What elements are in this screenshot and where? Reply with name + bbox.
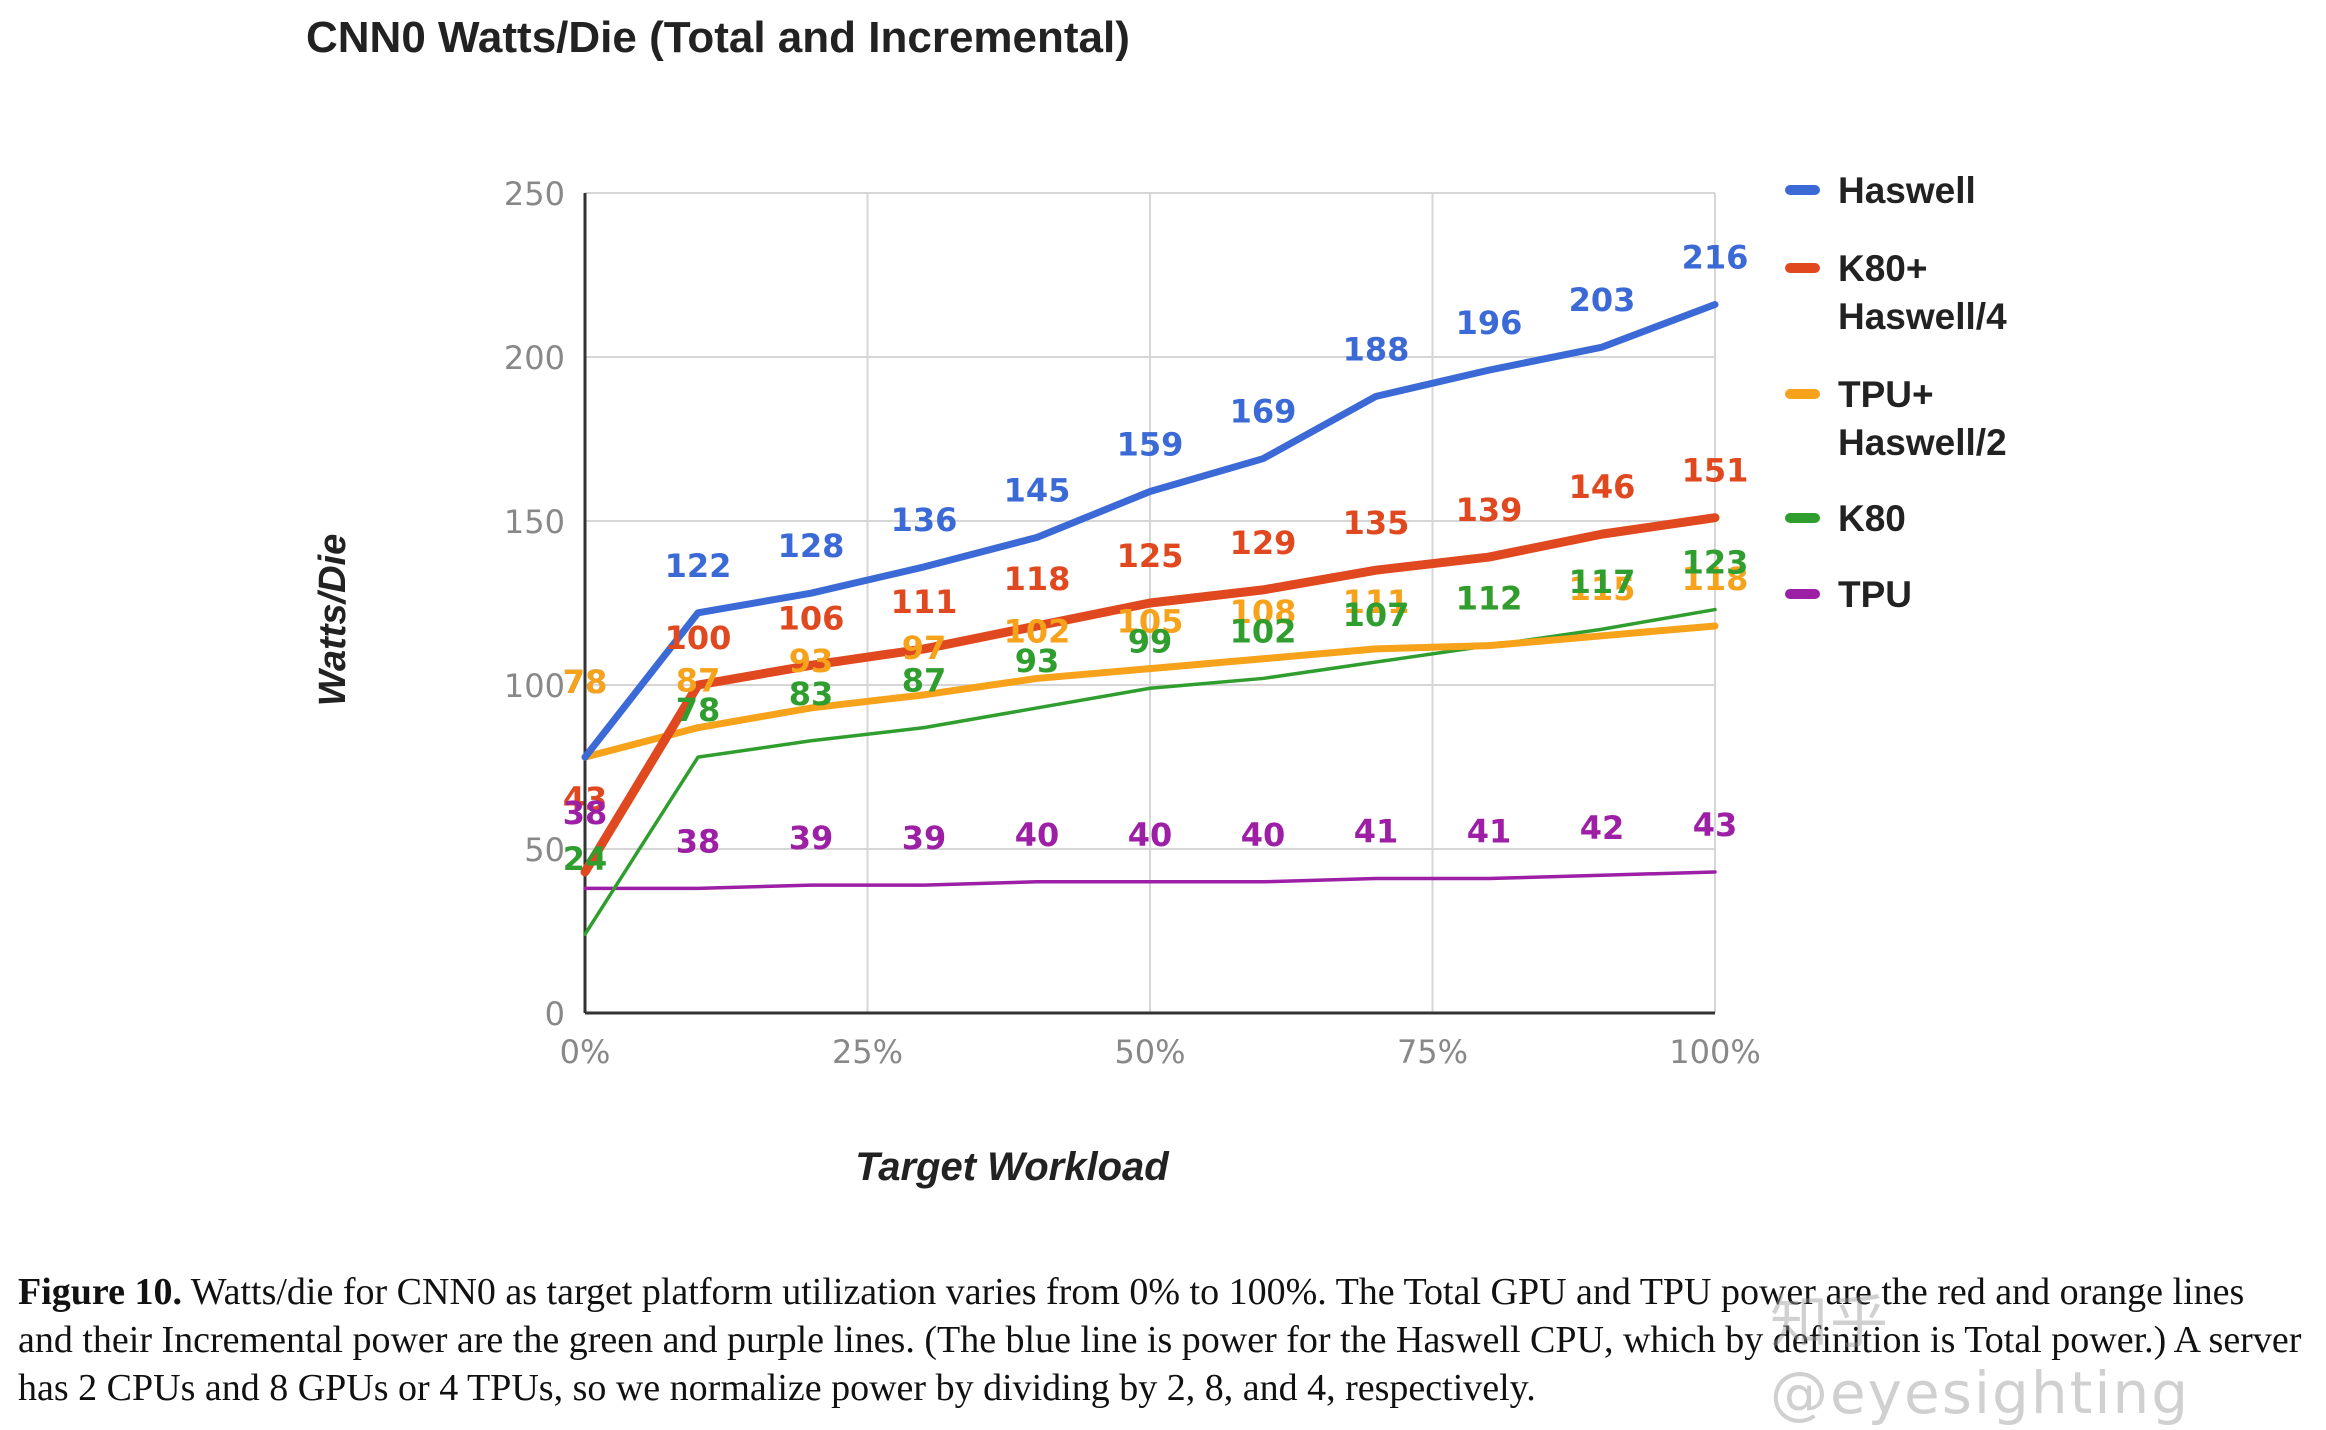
data-label: 196 [1456,304,1523,342]
data-label: 108 [1230,593,1297,631]
legend-label: TPU+ [1838,374,1934,415]
data-label: 78 [563,663,608,701]
y-tick-label: 100 [504,667,565,705]
data-label: 112 [1456,580,1523,618]
data-label: 129 [1230,524,1297,562]
data-label: 139 [1456,491,1523,529]
data-label: 100 [665,619,732,657]
data-label: 111 [1343,583,1410,621]
data-label: 107 [1343,596,1410,634]
legend-label: K80+ [1838,248,1927,289]
caption-label: Figure 10. [18,1271,182,1313]
axes: 0 50 100 150 200 250 0% 25% 50% 75% 100% [504,175,1761,1071]
data-label: 122 [665,547,732,585]
data-label: 203 [1569,281,1636,319]
data-label: 40 [1241,816,1286,854]
data-label: 41 [1354,813,1399,851]
data-label: 159 [1117,425,1184,463]
data-label: 216 [1682,239,1749,277]
data-label: 87 [676,662,721,700]
y-tick-label: 200 [504,339,565,377]
legend-label: Haswell/4 [1838,296,2007,337]
y-tick-label: 0 [545,995,565,1033]
data-label: 87 [902,662,947,700]
x-tick-label: 100% [1669,1033,1760,1071]
caption-text: Watts/die for CNN0 as target platform ut… [18,1271,2302,1409]
data-label: 41 [1467,813,1512,851]
data-label: 128 [778,527,845,565]
data-label: 106 [778,599,845,637]
series-line-tpu-haswell-2 [581,622,1719,761]
data-label: 188 [1343,330,1410,368]
y-axis-label: Watts/Die [312,534,354,706]
data-label: 43 [563,780,608,818]
series-line-haswell [581,301,1719,761]
series-lines [580,301,1720,937]
data-labels: 78 122 128 136 145 159 169 188 196 203 216 43 100 106… [563,239,1749,878]
watermark: 知乎 @eyesighting [1770,1288,2191,1427]
data-label: 42 [1580,809,1625,847]
data-label: 38 [676,822,721,860]
data-label: 40 [1015,816,1060,854]
data-label: 99 [1128,622,1173,660]
legend: Haswell K80+ Haswell/4 TPU+ Haswell/2 K80 TPU [1785,170,2007,615]
data-label: 169 [1230,393,1297,431]
data-label: 112 [1456,580,1523,618]
legend-label: Haswell [1838,170,1976,211]
data-label: 115 [1569,570,1636,608]
data-label: 111 [891,583,958,621]
x-tick-label: 50% [1114,1033,1185,1071]
data-label: 83 [789,675,834,713]
data-label: 146 [1569,468,1636,506]
y-tick-label: 150 [504,503,565,541]
data-label: 93 [789,642,834,680]
data-label: 145 [1004,471,1071,509]
data-label: 118 [1682,560,1749,598]
legend-label: Haswell/2 [1838,422,2007,463]
data-label: 39 [789,819,834,857]
data-label: 40 [1128,816,1173,854]
data-label: 105 [1117,603,1184,641]
chart-title: CNN0 Watts/Die (Total and Incremental) [306,13,1130,62]
x-tick-label: 0% [560,1033,611,1071]
data-label: 43 [1693,806,1738,844]
data-label: 38 [563,794,608,832]
data-label: 151 [1682,452,1749,490]
x-tick-label: 25% [832,1033,903,1071]
data-label: 136 [891,501,958,539]
x-axis-label: Target Workload [855,1145,1170,1189]
data-label: 39 [902,819,947,857]
data-label: 125 [1117,537,1184,575]
data-label: 78 [563,663,608,701]
data-label: 78 [676,691,721,729]
data-label: 135 [1343,504,1410,542]
data-label: 117 [1569,563,1636,601]
y-tick-label: 250 [504,175,565,213]
data-label: 93 [1015,642,1060,680]
series-line-tpu [583,870,1717,891]
data-label: 118 [1004,560,1071,598]
figure-caption: Figure 10. Watts/die for CNN0 as target … [18,1268,2308,1412]
x-tick-label: 75% [1397,1033,1468,1071]
legend-label: TPU [1838,574,1912,615]
data-label: 97 [902,629,947,667]
data-label: 24 [563,840,608,878]
data-label: 102 [1230,612,1297,650]
series-line-k80-haswell-4 [580,513,1720,877]
data-label: 102 [1004,612,1071,650]
data-label: 123 [1682,544,1749,582]
y-tick-label: 50 [524,831,565,869]
legend-label: K80 [1838,498,1906,539]
